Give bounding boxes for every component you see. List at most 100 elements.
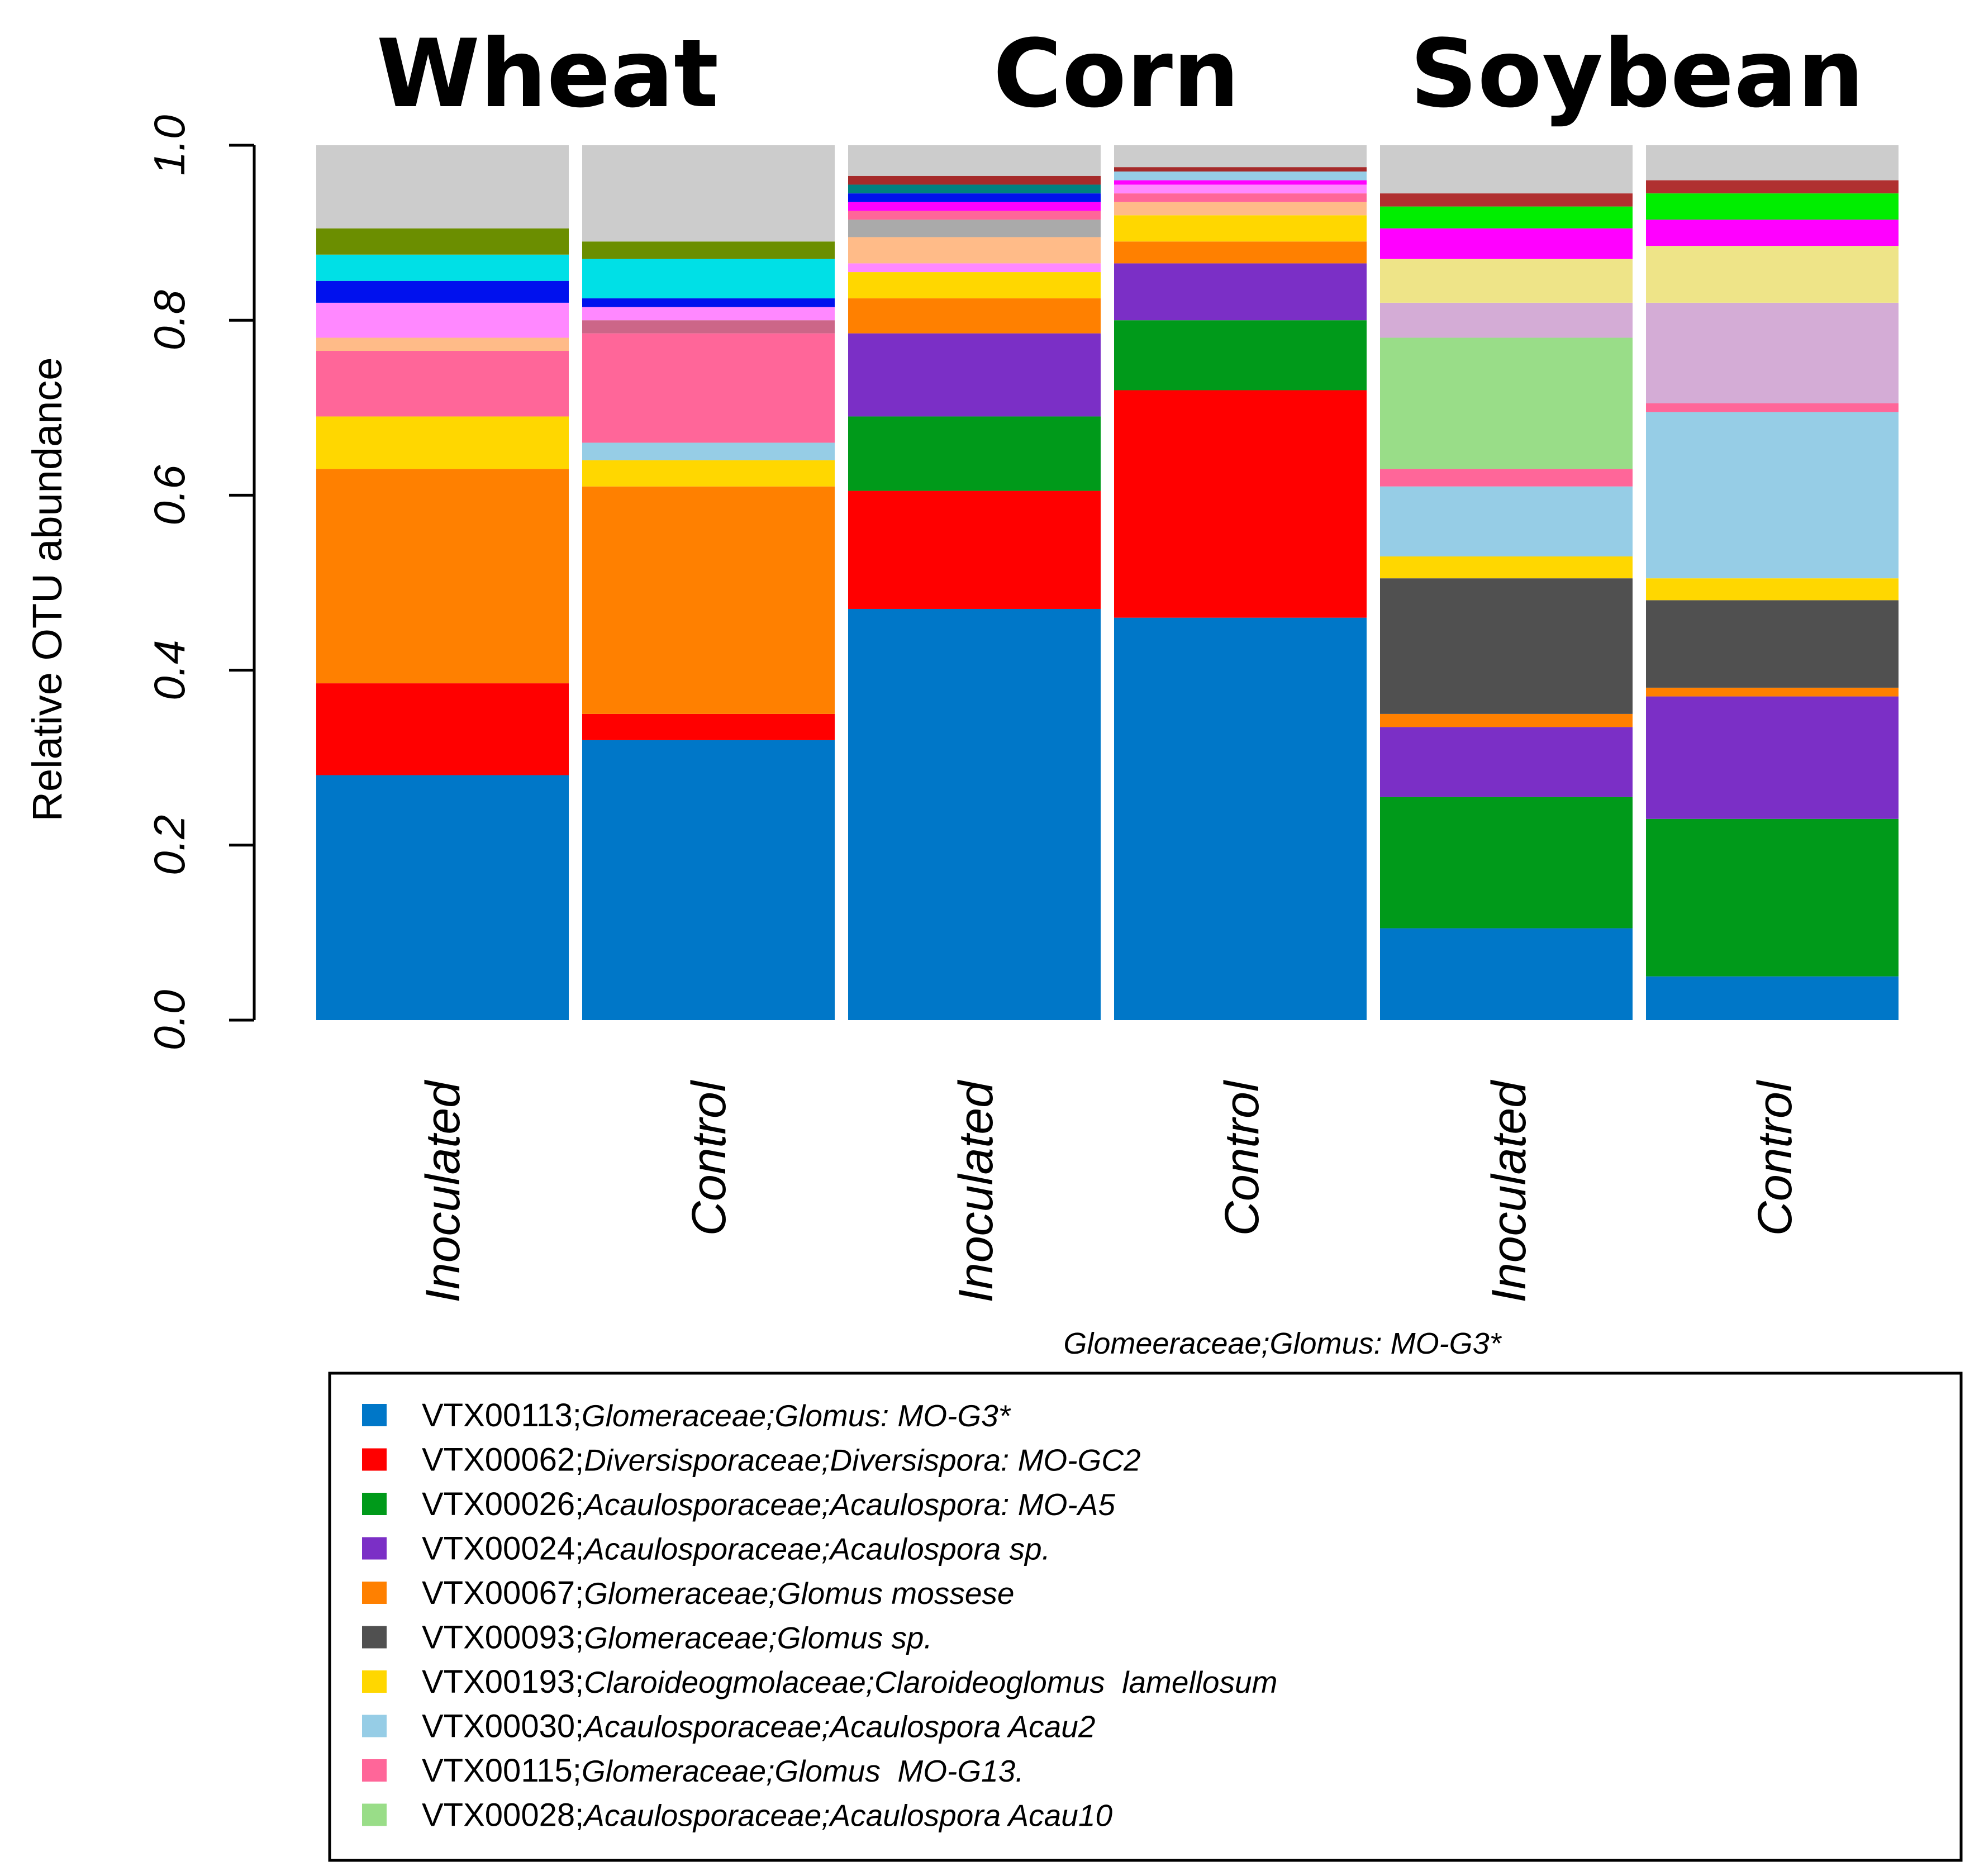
category-label-corn-inoculated: Inoculated bbox=[949, 1079, 1003, 1303]
bar-segment bbox=[848, 220, 1101, 237]
bar-segment bbox=[582, 320, 835, 334]
bar-segment bbox=[1380, 727, 1633, 797]
bar-segment bbox=[1380, 259, 1633, 303]
bar-segment bbox=[316, 280, 569, 303]
bar-segment bbox=[848, 263, 1101, 273]
bar-segment bbox=[848, 145, 1101, 176]
y-tick-label: 0.0 bbox=[145, 990, 194, 1050]
legend-code: VTX00115; bbox=[422, 1753, 582, 1789]
bar-segment bbox=[1646, 818, 1899, 977]
legend-code: VTX00026; bbox=[422, 1486, 584, 1522]
bar-soybean-inoculated bbox=[1380, 145, 1633, 1020]
bar-segment bbox=[848, 211, 1101, 220]
bar-segment bbox=[848, 193, 1101, 202]
bar-wheat-inoculated bbox=[316, 145, 569, 1020]
bar-segment bbox=[848, 416, 1101, 491]
legend-swatch bbox=[362, 1448, 387, 1471]
bar-segment bbox=[848, 272, 1101, 299]
bar-segment bbox=[1380, 556, 1633, 579]
y-tick-label: 0.4 bbox=[145, 640, 194, 700]
bar-segment bbox=[1646, 145, 1899, 180]
bar-segment bbox=[1114, 320, 1367, 391]
bar-segment bbox=[582, 442, 835, 460]
bar-segment bbox=[316, 469, 569, 684]
bar-segment bbox=[1114, 145, 1367, 168]
category-label-soybean-control: Control bbox=[1748, 1079, 1802, 1236]
bar-segment bbox=[582, 486, 835, 714]
bar-segment bbox=[582, 460, 835, 487]
bar-segment bbox=[1114, 193, 1367, 202]
bar-segment bbox=[1646, 403, 1899, 412]
legend-swatch bbox=[362, 1626, 387, 1649]
bar-segment bbox=[848, 333, 1101, 417]
legend-entry: VTX00028;Acaulosporaceae;Acaulospora Aca… bbox=[422, 1797, 1112, 1834]
bar-segment bbox=[582, 298, 835, 307]
bar-segment bbox=[316, 683, 569, 775]
legend-code: VTX00193; bbox=[422, 1664, 584, 1700]
bar-segment bbox=[1380, 469, 1633, 487]
bar-segment bbox=[848, 237, 1101, 264]
bar-segment bbox=[582, 259, 835, 299]
bar-corn-inoculated bbox=[848, 145, 1101, 1020]
bar-segment bbox=[1646, 578, 1899, 601]
bar-segment bbox=[848, 175, 1101, 185]
bar-segment bbox=[582, 713, 835, 740]
bar-segment bbox=[1646, 302, 1899, 403]
bar-segment bbox=[848, 608, 1101, 1020]
legend-swatch bbox=[362, 1404, 387, 1426]
legend-code: VTX00113; bbox=[422, 1397, 582, 1434]
bar-segment bbox=[1380, 486, 1633, 557]
bar-segment bbox=[1114, 241, 1367, 264]
bar-segment bbox=[1114, 180, 1367, 185]
legend-swatch bbox=[362, 1803, 387, 1826]
legend-code: VTX00067; bbox=[422, 1575, 584, 1611]
bar-segment bbox=[1114, 617, 1367, 1020]
bar-segment bbox=[1646, 600, 1899, 688]
y-tick-label: 0.6 bbox=[145, 465, 194, 526]
legend-code: VTX00093; bbox=[422, 1620, 584, 1656]
y-axis-label: Relative OTU abundance bbox=[24, 358, 70, 822]
bar-segment bbox=[848, 184, 1101, 194]
legend-entry: VTX00062;Diversisporaceae;Diversispora: … bbox=[422, 1442, 1141, 1478]
bars bbox=[316, 145, 1899, 1020]
legend-entry: VTX00093;Glomeraceae;Glomus sp. bbox=[422, 1620, 932, 1656]
bar-segment bbox=[1380, 797, 1633, 929]
bar-segment bbox=[1114, 263, 1367, 321]
legend-code: VTX00030; bbox=[422, 1708, 584, 1745]
legend-taxon: Acaulosporaceae;Acaulospora Acau2 bbox=[582, 1710, 1095, 1744]
legend-taxon: Acaulosporaceae;Acaulospora Acau10 bbox=[582, 1798, 1112, 1833]
bar-segment bbox=[1114, 184, 1367, 194]
bar-corn-control bbox=[1114, 145, 1367, 1020]
bar-segment bbox=[316, 351, 569, 417]
legend-entry: VTX00030;Acaulosporaceae;Acaulospora Aca… bbox=[422, 1708, 1095, 1745]
category-label-soybean-inoculated: Inoculated bbox=[1482, 1079, 1536, 1303]
group-title-wheat: Wheat bbox=[377, 19, 719, 128]
bar-segment bbox=[1380, 206, 1633, 228]
legend-swatch bbox=[362, 1493, 387, 1515]
bar-segment bbox=[1646, 193, 1899, 220]
bar-segment bbox=[848, 491, 1101, 609]
annotation: Glomeeraceae;Glomus: MO-G3* bbox=[1063, 1327, 1502, 1360]
bar-segment bbox=[1646, 687, 1899, 697]
bar-segment bbox=[1114, 215, 1367, 242]
bar-segment bbox=[1114, 171, 1367, 180]
bar-segment bbox=[1646, 180, 1899, 194]
bar-segment bbox=[848, 202, 1101, 211]
legend-code: VTX00028; bbox=[422, 1797, 584, 1834]
legend-swatch bbox=[362, 1537, 387, 1560]
bar-soybean-control bbox=[1646, 145, 1899, 1020]
legend-entry: VTX00026;Acaulosporaceae;Acaulospora: MO… bbox=[422, 1486, 1115, 1522]
legend-taxon: Glomeraceae;Glomus MO-G13. bbox=[582, 1754, 1024, 1788]
bar-segment bbox=[582, 241, 835, 259]
bar-segment bbox=[1380, 713, 1633, 727]
bar-segment bbox=[1380, 193, 1633, 207]
category-label-wheat-control: Control bbox=[682, 1079, 736, 1236]
bar-segment bbox=[316, 228, 569, 255]
bar-segment bbox=[316, 145, 569, 228]
bar-segment bbox=[582, 307, 835, 321]
category-label-corn-control: Control bbox=[1215, 1079, 1269, 1236]
legend-taxon: Acaulosporaceae;Acaulospora sp. bbox=[582, 1532, 1050, 1566]
bar-segment bbox=[1380, 578, 1633, 714]
bar-segment bbox=[582, 333, 835, 443]
